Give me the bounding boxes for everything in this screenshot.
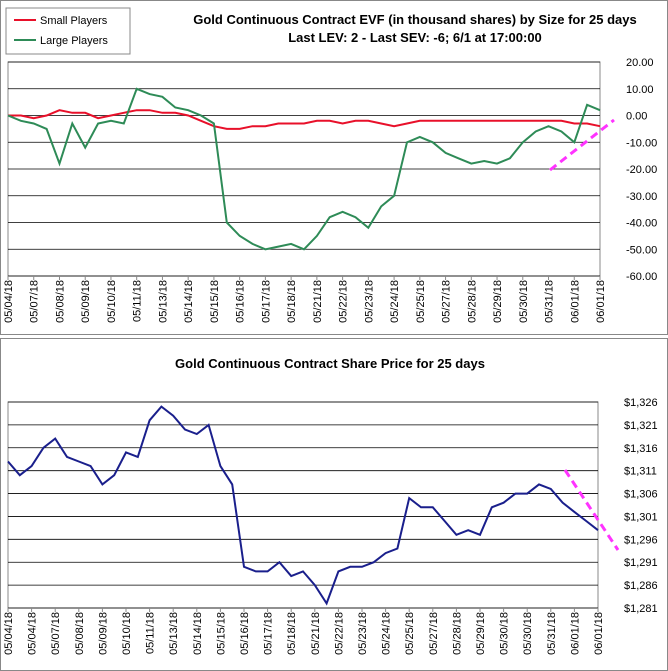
x-tick-label: 05/07/18 <box>50 612 62 655</box>
x-tick-label: 05/25/18 <box>404 612 416 655</box>
x-tick-label: 05/13/18 <box>168 612 180 655</box>
series-line <box>7 405 599 606</box>
x-tick-label: 06/01/18 <box>593 612 605 655</box>
x-tick-label: 05/10/18 <box>106 280 118 323</box>
x-tick-label: 05/27/18 <box>428 612 440 655</box>
x-tick-label: 05/15/18 <box>209 280 221 323</box>
x-tick-label: 05/29/18 <box>475 612 487 655</box>
trend-annotation <box>563 469 620 551</box>
x-tick-label: 05/21/18 <box>310 612 322 655</box>
y-tick-label: $1,321 <box>624 420 658 432</box>
y-tick-label: $1,311 <box>624 466 657 478</box>
x-tick-label: 06/01/18 <box>569 280 581 323</box>
y-tick-label: $1,281 <box>624 603 658 615</box>
y-tick-label: 10.00 <box>626 84 654 96</box>
x-tick-label: 05/22/18 <box>338 280 350 323</box>
y-tick-label: -20.00 <box>626 164 657 176</box>
series-line <box>8 109 601 130</box>
x-tick-label: 05/09/18 <box>97 612 109 655</box>
x-tick-label: 05/21/18 <box>312 280 324 323</box>
x-tick-label: 05/31/18 <box>544 280 556 323</box>
y-tick-label: -60.00 <box>626 271 657 283</box>
x-tick-label: 05/30/18 <box>522 612 534 655</box>
trend-annotation <box>549 118 615 172</box>
x-tick-label: 05/18/18 <box>286 612 298 655</box>
y-tick-label: $1,291 <box>624 557 658 569</box>
x-tick-label: 05/23/18 <box>357 612 369 655</box>
x-tick-label: 05/29/18 <box>492 280 504 323</box>
y-tick-label: $1,326 <box>624 397 658 409</box>
x-tick-label: 05/30/18 <box>518 280 530 323</box>
x-tick-label: 05/07/18 <box>29 280 41 323</box>
y-tick-label: $1,301 <box>624 511 658 523</box>
y-tick-label: $1,316 <box>624 443 658 455</box>
y-tick-label: 0.00 <box>626 111 647 123</box>
x-tick-label: 05/25/18 <box>415 280 427 323</box>
x-tick-label: 05/28/18 <box>451 612 463 655</box>
x-tick-label: 05/11/18 <box>145 612 157 654</box>
x-tick-label: 05/04/18 <box>3 280 15 323</box>
x-tick-label: 05/04/18 <box>3 612 15 655</box>
x-tick-label: 05/31/18 <box>546 612 558 655</box>
x-tick-label: 05/18/18 <box>286 280 298 323</box>
x-tick-label: 05/22/18 <box>333 612 345 655</box>
y-tick-label: 20.00 <box>626 57 654 69</box>
x-tick-label: 05/27/18 <box>441 280 453 323</box>
y-tick-label: $1,286 <box>624 580 658 592</box>
legend-label: Small Players <box>40 15 108 27</box>
y-tick-label: -10.00 <box>626 137 657 149</box>
x-tick-label: 05/08/18 <box>54 280 66 323</box>
y-tick-label: $1,306 <box>624 489 658 501</box>
x-tick-label: 05/30/18 <box>499 612 511 655</box>
legend <box>5 7 131 55</box>
chart-title: Gold Continuous Contract Share Price for… <box>175 356 485 371</box>
x-tick-label: 06/01/18 <box>595 280 607 323</box>
chart-title: Gold Continuous Contract EVF (in thousan… <box>193 12 637 27</box>
x-tick-label: 05/08/18 <box>74 612 86 655</box>
x-tick-label: 05/11/18 <box>132 280 144 322</box>
legend-label: Large Players <box>40 35 108 47</box>
plot-area <box>7 401 599 609</box>
x-tick-label: 05/13/18 <box>157 280 169 323</box>
x-tick-label: 05/17/18 <box>260 280 272 323</box>
x-tick-label: 05/17/18 <box>263 612 275 655</box>
series-line <box>7 87 601 251</box>
y-tick-label: $1,296 <box>624 534 658 546</box>
x-tick-label: 05/09/18 <box>80 280 92 323</box>
y-tick-label: -30.00 <box>626 191 657 203</box>
chart-subtitle: Last LEV: 2 - Last SEV: -6; 6/1 at 17:00… <box>288 30 542 45</box>
x-tick-label: 05/15/18 <box>215 612 227 655</box>
x-tick-label: 05/24/18 <box>381 612 393 655</box>
x-tick-label: 06/01/18 <box>569 612 581 655</box>
x-tick-label: 05/24/18 <box>389 280 401 323</box>
x-tick-label: 05/14/18 <box>183 280 195 323</box>
x-tick-label: 05/23/18 <box>363 280 375 323</box>
x-tick-label: 05/28/18 <box>466 280 478 323</box>
x-tick-label: 05/14/18 <box>192 612 204 655</box>
x-tick-label: 05/16/18 <box>239 612 251 655</box>
x-tick-label: 05/10/18 <box>121 612 133 655</box>
x-tick-label: 05/04/18 <box>27 612 39 655</box>
y-tick-label: -50.00 <box>626 244 657 256</box>
y-tick-label: -40.00 <box>626 218 657 230</box>
x-tick-label: 05/16/18 <box>235 280 247 323</box>
